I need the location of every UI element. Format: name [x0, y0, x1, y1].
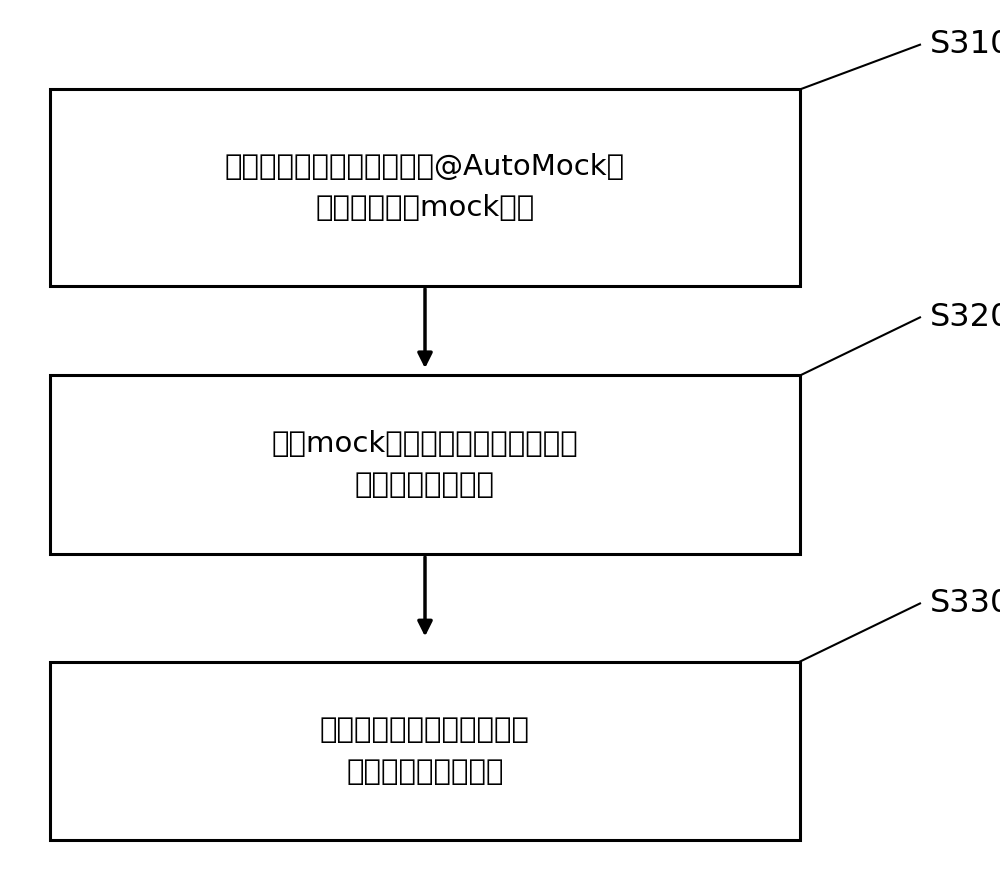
Bar [50, 89, 800, 286]
Bar [50, 375, 800, 554]
Text: 根据mock信息确定初始测试案例中
需要修改的字节码: 根据mock信息确定初始测试案例中 需要修改的字节码 [272, 430, 578, 500]
Text: S310: S310 [930, 30, 1000, 60]
Text: 读取初始测试案例的代码中@AutoMock注
解的值，获得mock信息: 读取初始测试案例的代码中@AutoMock注 解的值，获得mock信息 [225, 153, 625, 223]
Bar [50, 662, 800, 840]
Text: S320: S320 [930, 302, 1000, 333]
Text: S330: S330 [930, 588, 1000, 619]
Text: 使用修改工具修改字节码，
以生成单元测试案例: 使用修改工具修改字节码， 以生成单元测试案例 [320, 716, 530, 786]
